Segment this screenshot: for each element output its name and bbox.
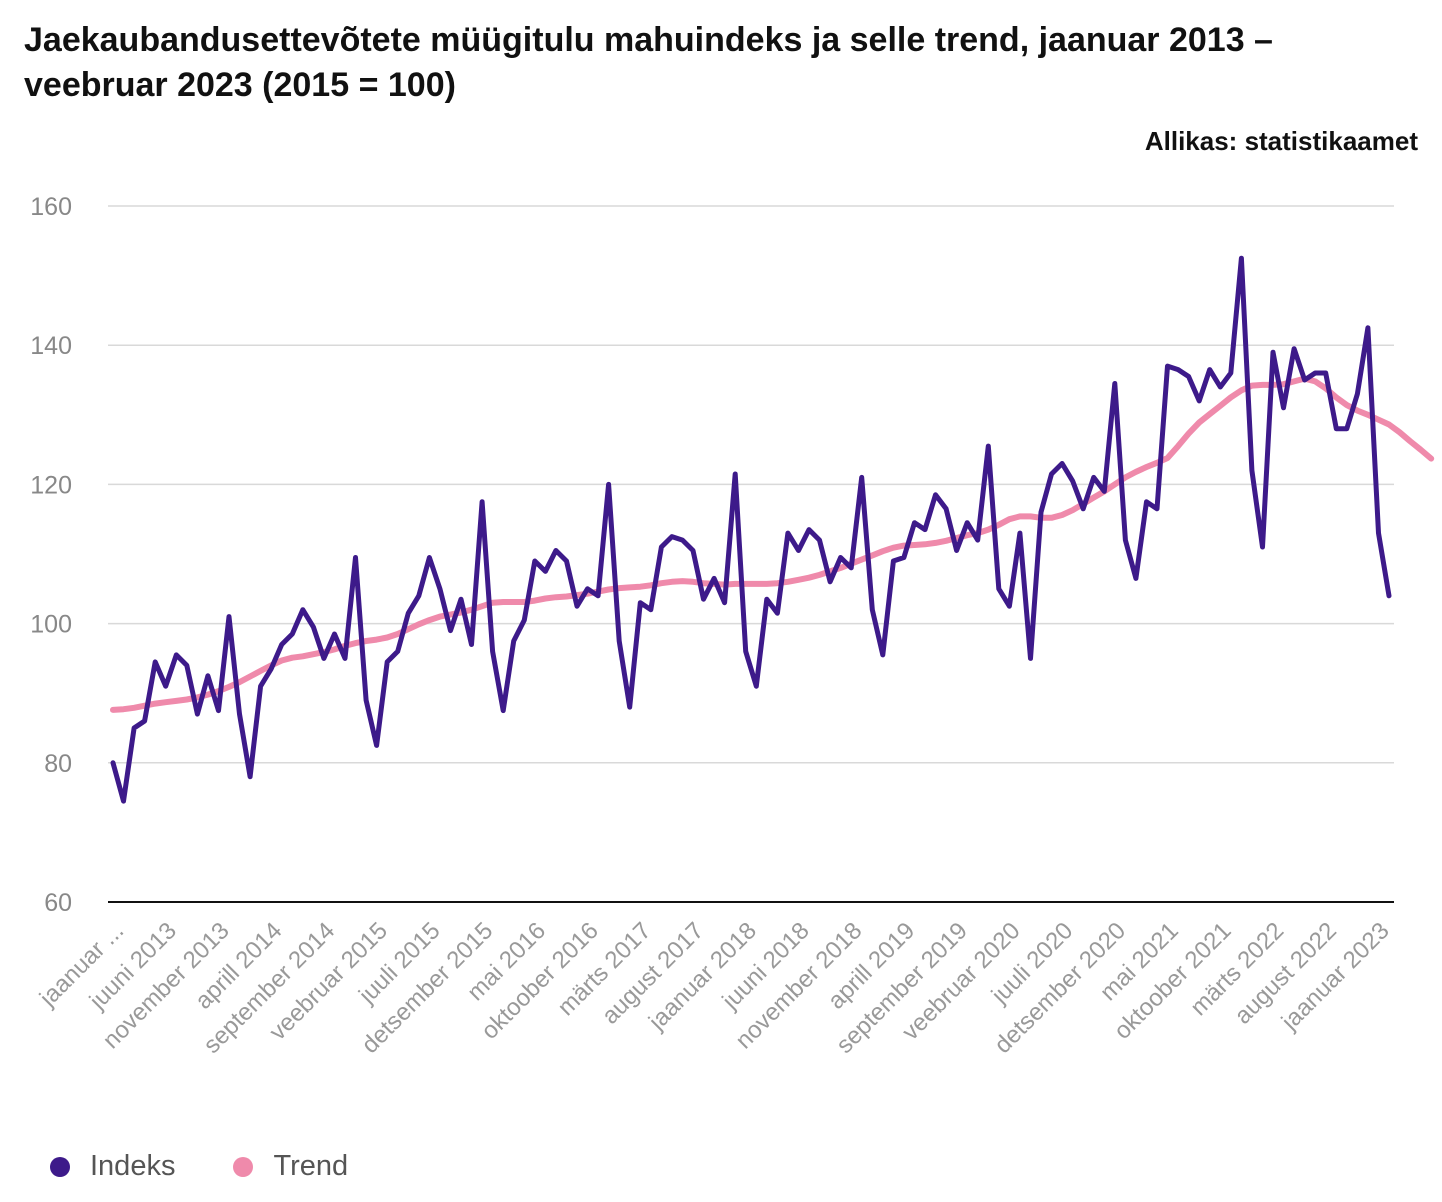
legend-label-indeks: Indeks [90, 1150, 176, 1182]
y-tick-label-80: 80 [44, 750, 72, 778]
series-line-indeks [110, 255, 1392, 804]
y-tick-label-100: 100 [30, 611, 72, 639]
gridlines [108, 205, 1394, 903]
chart-title: Jaekaubandusettevõtete müügitulu mahuind… [24, 21, 1273, 104]
legend-dot-indeks [50, 1156, 70, 1177]
series-lines [110, 255, 1435, 804]
y-tick-label-60: 60 [44, 889, 72, 917]
source-label: Allikas: statistikaamet [1144, 126, 1418, 156]
y-tick-label-120: 120 [30, 471, 72, 499]
legend: Indeks Trend [50, 1150, 348, 1183]
y-axis-ticks: 60 80 100 120 140 160 [30, 193, 72, 917]
y-tick-label-160: 160 [30, 193, 72, 221]
line-chart: 60 80 100 120 140 160 jaanuar ...juuni 2013no… [30, 193, 1435, 1059]
series-line-trend [110, 375, 1435, 713]
legend-item-trend[interactable]: Trend [233, 1150, 348, 1183]
y-tick-label-140: 140 [30, 332, 72, 360]
legend-label-trend: Trend [273, 1150, 349, 1182]
legend-item-indeks[interactable]: Indeks [50, 1150, 175, 1183]
legend-dot-trend [233, 1156, 254, 1177]
